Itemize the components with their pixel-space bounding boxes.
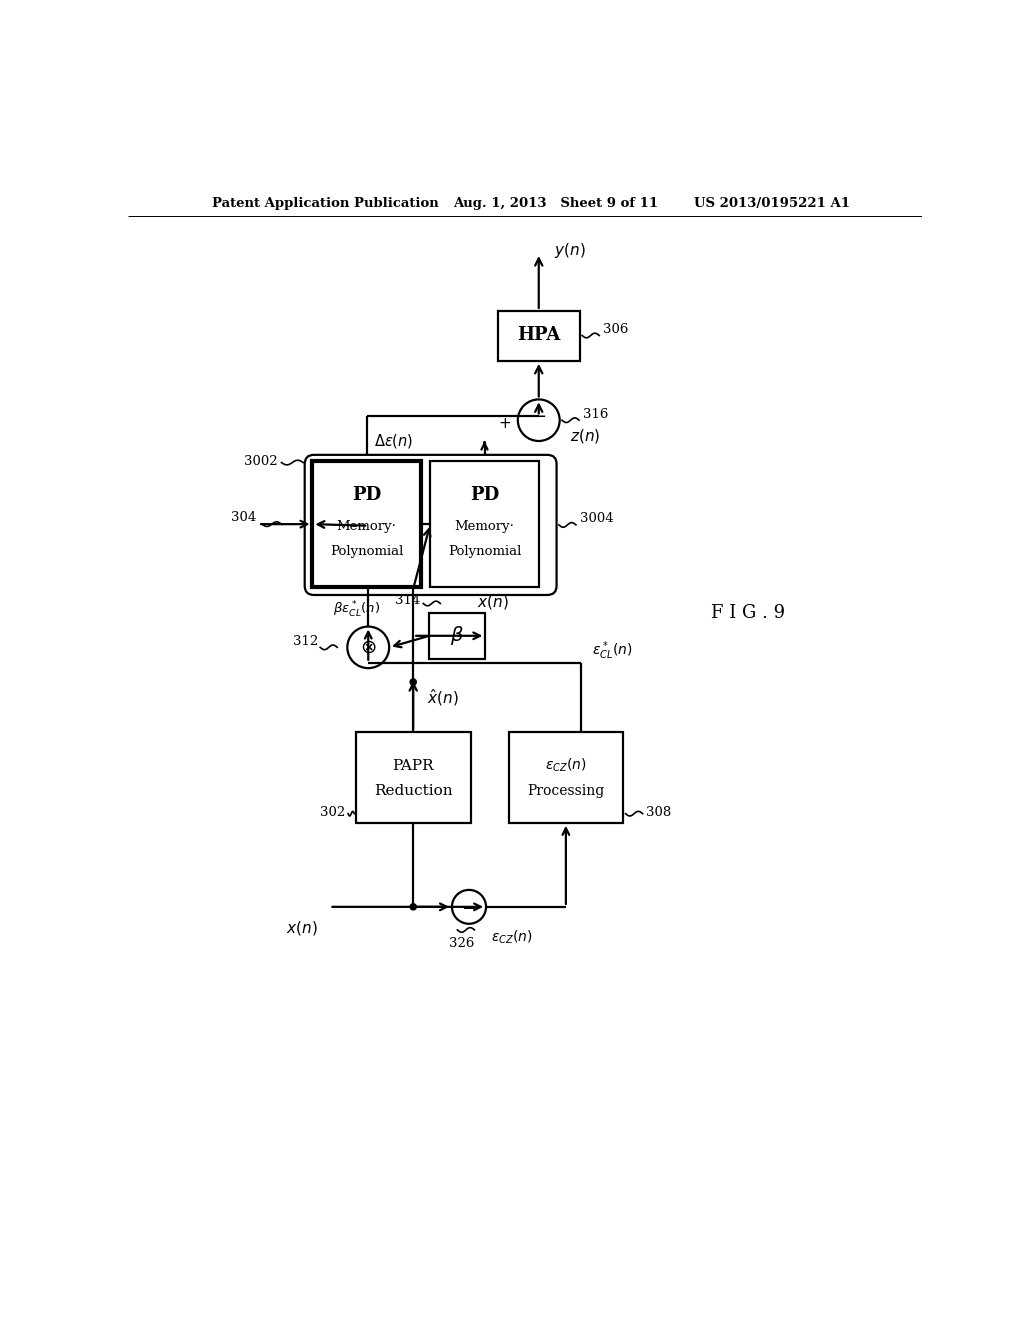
Text: Patent Application Publication: Patent Application Publication	[212, 197, 438, 210]
Text: $\beta\varepsilon^*_{CL}(n)$: $\beta\varepsilon^*_{CL}(n)$	[333, 599, 380, 619]
Text: $z(n)$: $z(n)$	[569, 426, 600, 445]
Text: $\varepsilon_{CZ}(n)$: $\varepsilon_{CZ}(n)$	[490, 929, 532, 946]
Bar	[429, 612, 485, 659]
Bar	[430, 461, 539, 587]
Circle shape	[410, 678, 417, 685]
Text: 312: 312	[293, 635, 317, 648]
Text: $+$: $+$	[499, 417, 512, 432]
Text: Aug. 1, 2013   Sheet 9 of 11: Aug. 1, 2013 Sheet 9 of 11	[454, 197, 658, 210]
Text: HPA: HPA	[517, 326, 560, 345]
Text: PD: PD	[470, 486, 499, 504]
Bar	[356, 733, 471, 822]
Text: $\hat{x}(n)$: $\hat{x}(n)$	[427, 686, 459, 708]
Text: $-$: $-$	[462, 898, 476, 916]
Text: 314: 314	[395, 594, 420, 607]
Bar	[509, 733, 624, 822]
Text: $x(n)$: $x(n)$	[477, 593, 508, 611]
Text: Polynomial: Polynomial	[447, 545, 521, 558]
Text: Reduction: Reduction	[374, 784, 453, 799]
Bar	[312, 461, 421, 587]
Text: 308: 308	[646, 805, 672, 818]
Text: 326: 326	[449, 937, 474, 950]
Text: $y(n)$: $y(n)$	[554, 242, 586, 260]
Text: 316: 316	[583, 408, 608, 421]
Text: 3002: 3002	[244, 454, 278, 467]
Text: $\otimes$: $\otimes$	[360, 639, 377, 656]
Bar	[499, 312, 580, 360]
Text: $\Delta\varepsilon(n)$: $\Delta\varepsilon(n)$	[375, 432, 414, 450]
Text: 304: 304	[231, 511, 257, 524]
Text: Memory·: Memory·	[337, 520, 396, 533]
Text: 3004: 3004	[580, 512, 613, 525]
Text: $\beta$: $\beta$	[451, 624, 464, 647]
Text: Processing: Processing	[527, 784, 604, 799]
Text: PAPR: PAPR	[392, 759, 434, 772]
Text: US 2013/0195221 A1: US 2013/0195221 A1	[693, 197, 850, 210]
Text: $x(n)$: $x(n)$	[287, 920, 317, 937]
Text: $\varepsilon_{CZ}(n)$: $\varepsilon_{CZ}(n)$	[545, 756, 587, 775]
Text: PD: PD	[352, 486, 381, 504]
Circle shape	[410, 904, 417, 909]
Text: 302: 302	[319, 805, 345, 818]
Text: Polynomial: Polynomial	[330, 545, 403, 558]
Text: $\varepsilon^*_{CL}(n)$: $\varepsilon^*_{CL}(n)$	[592, 639, 633, 661]
FancyBboxPatch shape	[305, 455, 557, 595]
Text: $-$: $-$	[531, 405, 547, 424]
Text: 306: 306	[603, 323, 629, 335]
Text: F I G . 9: F I G . 9	[711, 603, 785, 622]
Text: Memory·: Memory·	[455, 520, 514, 533]
